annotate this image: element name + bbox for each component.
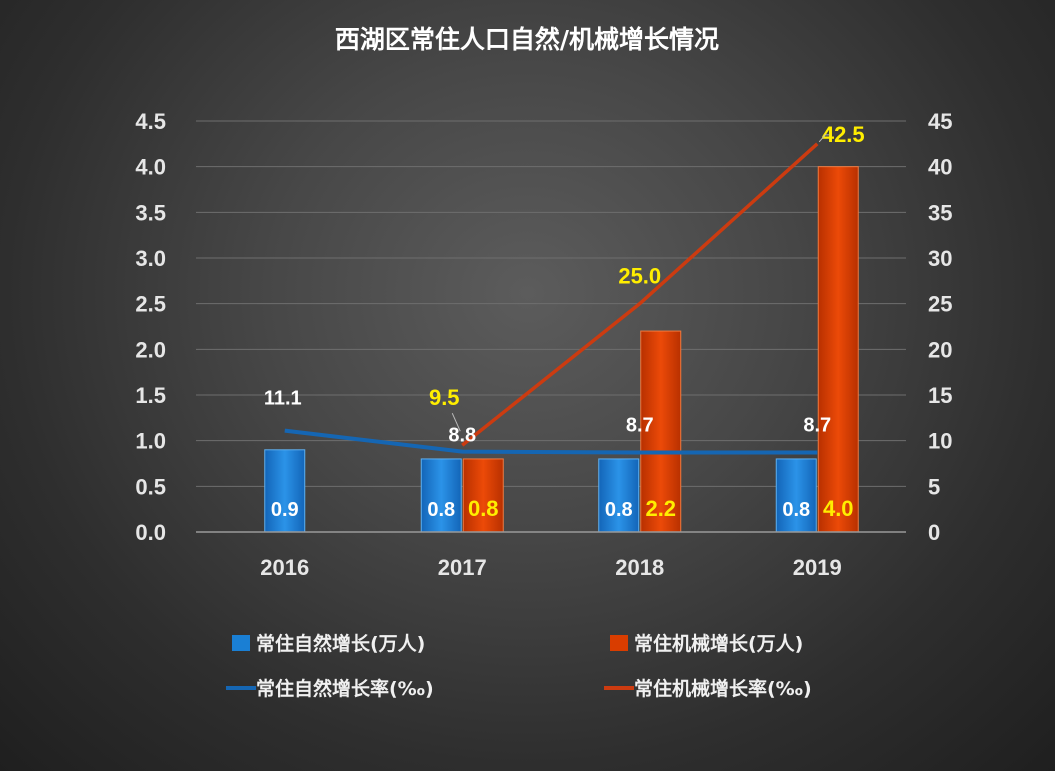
left-axis-tick: 3.0 (135, 246, 166, 271)
bars (264, 166, 859, 533)
legend: 常住自然增长(万人) 常住机械增长(万人) 常住自然增长率(‰) 常住机械增长率(‰) (226, 632, 812, 700)
bar-label-natural: 0.8 (782, 499, 810, 521)
category-label: 2016 (260, 555, 309, 580)
bar-label-natural: 0.9 (271, 499, 299, 521)
label-leader-line (818, 134, 830, 143)
right-axis-tick: 15 (928, 383, 952, 408)
left-axis-tick: 0.0 (135, 520, 166, 545)
left-axis-tick: 3.5 (135, 200, 166, 225)
left-axis-tick: 0.5 (135, 474, 166, 499)
bar-label-natural: 0.8 (427, 499, 455, 521)
line-mechanical-rate (461, 142, 819, 447)
left-axis-tick: 4.5 (135, 109, 166, 134)
right-axis-tick: 0 (928, 520, 940, 545)
line-label-natural: 11.1 (264, 388, 302, 410)
bar-natural-growth (264, 449, 306, 533)
right-axis-tick: 5 (928, 474, 940, 499)
bar-label-mechanical: 4.0 (823, 496, 854, 521)
line-label-natural: 8.7 (626, 415, 654, 437)
legend-swatch (232, 635, 250, 651)
category-label: 2017 (438, 555, 487, 580)
chart-title: 西湖区常住人口自然/机械增长情况 (335, 25, 719, 54)
left-axis-tick: 2.5 (135, 292, 166, 317)
bar-natural-growth (775, 458, 817, 533)
bar-label-mechanical: 0.8 (468, 496, 499, 521)
line-label-mechanical: 25.0 (618, 264, 661, 289)
bar-label-natural: 0.8 (605, 499, 633, 521)
bar-label-mechanical: 2.2 (645, 496, 676, 521)
right-axis-tick: 25 (928, 292, 952, 317)
right-axis-tick: 45 (928, 109, 952, 134)
legend-label: 常住机械增长率(‰) (634, 677, 812, 700)
gridlines (196, 120, 906, 487)
legend-swatch (610, 635, 628, 651)
line-natural-rate (284, 428, 818, 455)
legend-label: 常住机械增长(万人) (634, 632, 803, 655)
bar-natural-growth (598, 458, 640, 533)
left-axis-tick: 1.0 (135, 429, 166, 454)
line-label-natural: 8.8 (448, 425, 476, 447)
lines (284, 142, 819, 455)
category-label: 2019 (793, 555, 842, 580)
line-label-natural: 8.7 (803, 415, 831, 437)
bar-mechanical-growth (817, 166, 859, 533)
category-label: 2018 (615, 555, 664, 580)
left-axis-tick: 4.0 (135, 155, 166, 180)
left-axis-tick: 2.0 (135, 337, 166, 362)
right-axis-tick: 20 (928, 337, 952, 362)
data-labels: 0.9 0.8 0.8 0.8 2.2 0.8 4.0 11.1 8.8 8.7 8.7 9.5 25.… (264, 122, 865, 521)
legend-label: 常住自然增长率(‰) (256, 677, 434, 700)
axes: 0.0 0.5 1.0 1.5 2.0 2.5 3.0 3.5 4.0 4.5 0 5 10 15 20 25… (135, 109, 952, 580)
bar-natural-growth (420, 458, 462, 533)
right-axis-tick: 35 (928, 200, 952, 225)
right-axis-tick: 40 (928, 155, 952, 180)
right-axis-tick: 30 (928, 246, 952, 271)
legend-label: 常住自然增长(万人) (256, 632, 425, 655)
label-leader-line (451, 413, 461, 432)
right-axis-tick: 10 (928, 429, 952, 454)
left-axis-tick: 1.5 (135, 383, 166, 408)
line-label-mechanical: 9.5 (429, 385, 460, 410)
